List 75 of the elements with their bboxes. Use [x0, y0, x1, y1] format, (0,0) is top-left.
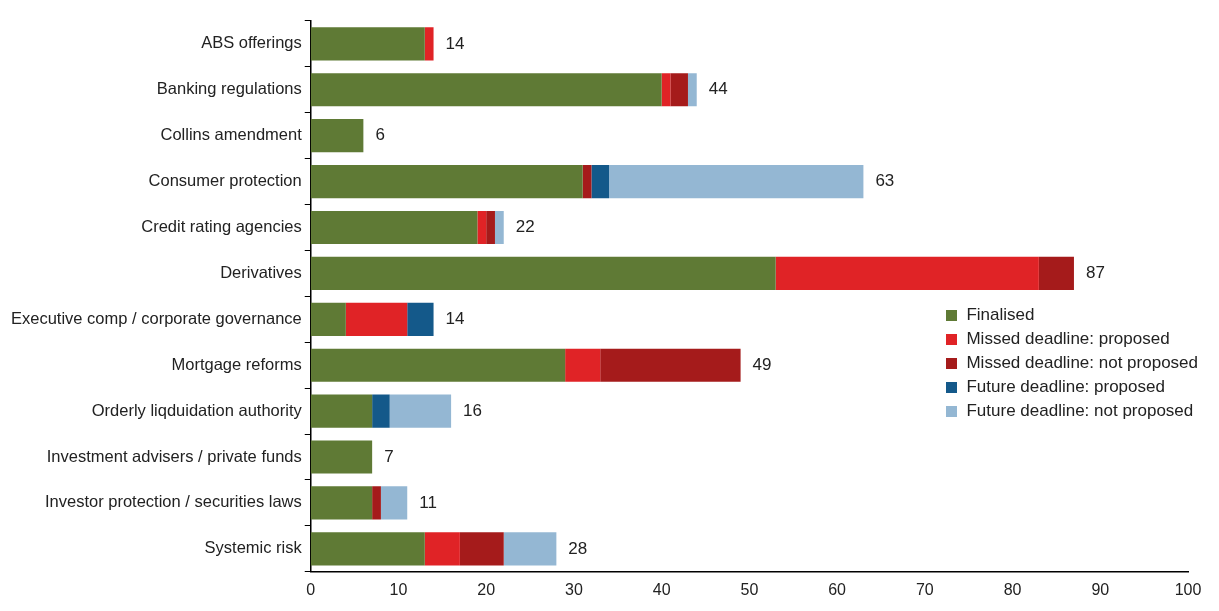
bar — [310, 27, 425, 61]
total-label: 16 — [463, 400, 483, 420]
total-label: 63 — [875, 171, 895, 191]
bar — [494, 210, 504, 245]
total-label: 28 — [568, 538, 588, 558]
bar — [372, 486, 381, 520]
bar — [345, 302, 408, 336]
bar — [670, 73, 688, 107]
bar — [407, 302, 434, 336]
bar — [459, 532, 504, 566]
legend-label: Missed deadline: not proposed — [966, 353, 1198, 373]
y-tick-label: Banking regulations — [156, 79, 302, 98]
x-tick-label: 90 — [1091, 580, 1110, 598]
bar — [310, 532, 425, 566]
bar — [424, 27, 434, 61]
total-label: 44 — [708, 79, 728, 99]
x-tick-label: 30 — [565, 580, 583, 598]
bar — [310, 302, 346, 336]
y-tick-label: Orderly liqduidation authority — [91, 400, 303, 419]
y-tick-label: Derivatives — [220, 262, 302, 281]
total-label: 49 — [752, 354, 772, 374]
y-tick-label: Investment advisers / private funds — [46, 446, 302, 465]
bar — [591, 165, 610, 199]
x-tick-label: 50 — [740, 580, 759, 598]
x-tick-label: 70 — [915, 580, 934, 598]
y-tick-label: Credit rating agencies — [141, 217, 302, 236]
y-tick-label: ABS offerings — [201, 33, 302, 52]
bar — [310, 210, 478, 245]
bar — [310, 256, 776, 290]
legend-label: Finalised — [966, 305, 1035, 325]
y-tick-label: Executive comp / corporate governance — [10, 308, 302, 327]
x-tick-label: 60 — [828, 580, 847, 598]
bar — [380, 486, 408, 520]
bar — [582, 165, 592, 199]
y-tick-label: Collins amendment — [160, 125, 303, 144]
total-label: 7 — [384, 446, 394, 466]
total-label: 14 — [445, 308, 465, 328]
bar — [310, 119, 364, 153]
bar — [310, 165, 583, 199]
legend-label: Missed deadline: proposed — [966, 329, 1170, 349]
bar — [600, 348, 741, 382]
x-tick-label: 80 — [1003, 580, 1022, 598]
bar — [424, 532, 460, 566]
total-label: 87 — [1085, 263, 1105, 283]
bar — [310, 440, 373, 474]
y-tick-label: Systemic risk — [204, 538, 303, 557]
bar — [1038, 256, 1074, 290]
x-tick-label: 100 — [1174, 580, 1202, 598]
legend-label: Future deadline: proposed — [966, 377, 1165, 397]
bar — [310, 73, 662, 107]
bar — [486, 210, 495, 245]
bar — [687, 73, 697, 107]
bar — [310, 486, 373, 520]
x-tick-label: 20 — [477, 580, 496, 598]
bar — [372, 394, 390, 428]
x-tick-label: 40 — [652, 580, 671, 598]
bar — [609, 165, 864, 199]
bar — [310, 394, 373, 428]
x-tick-label: 0 — [306, 580, 316, 598]
bar — [310, 348, 566, 382]
bar — [477, 210, 487, 245]
total-label: 6 — [375, 125, 385, 145]
bar — [565, 348, 601, 382]
bar — [775, 256, 1039, 290]
y-tick-label: Mortgage reforms — [171, 354, 302, 373]
bar — [503, 532, 557, 566]
bar — [389, 394, 452, 428]
bar — [661, 73, 671, 107]
total-label: 11 — [419, 492, 437, 512]
total-label: 14 — [445, 33, 465, 53]
total-label: 22 — [515, 217, 535, 237]
y-tick-label: Investor protection / securities laws — [44, 492, 302, 511]
x-tick-label: 10 — [389, 580, 408, 598]
y-tick-label: Consumer protection — [148, 171, 302, 190]
legend-label: Future deadline: not proposed — [966, 401, 1194, 421]
